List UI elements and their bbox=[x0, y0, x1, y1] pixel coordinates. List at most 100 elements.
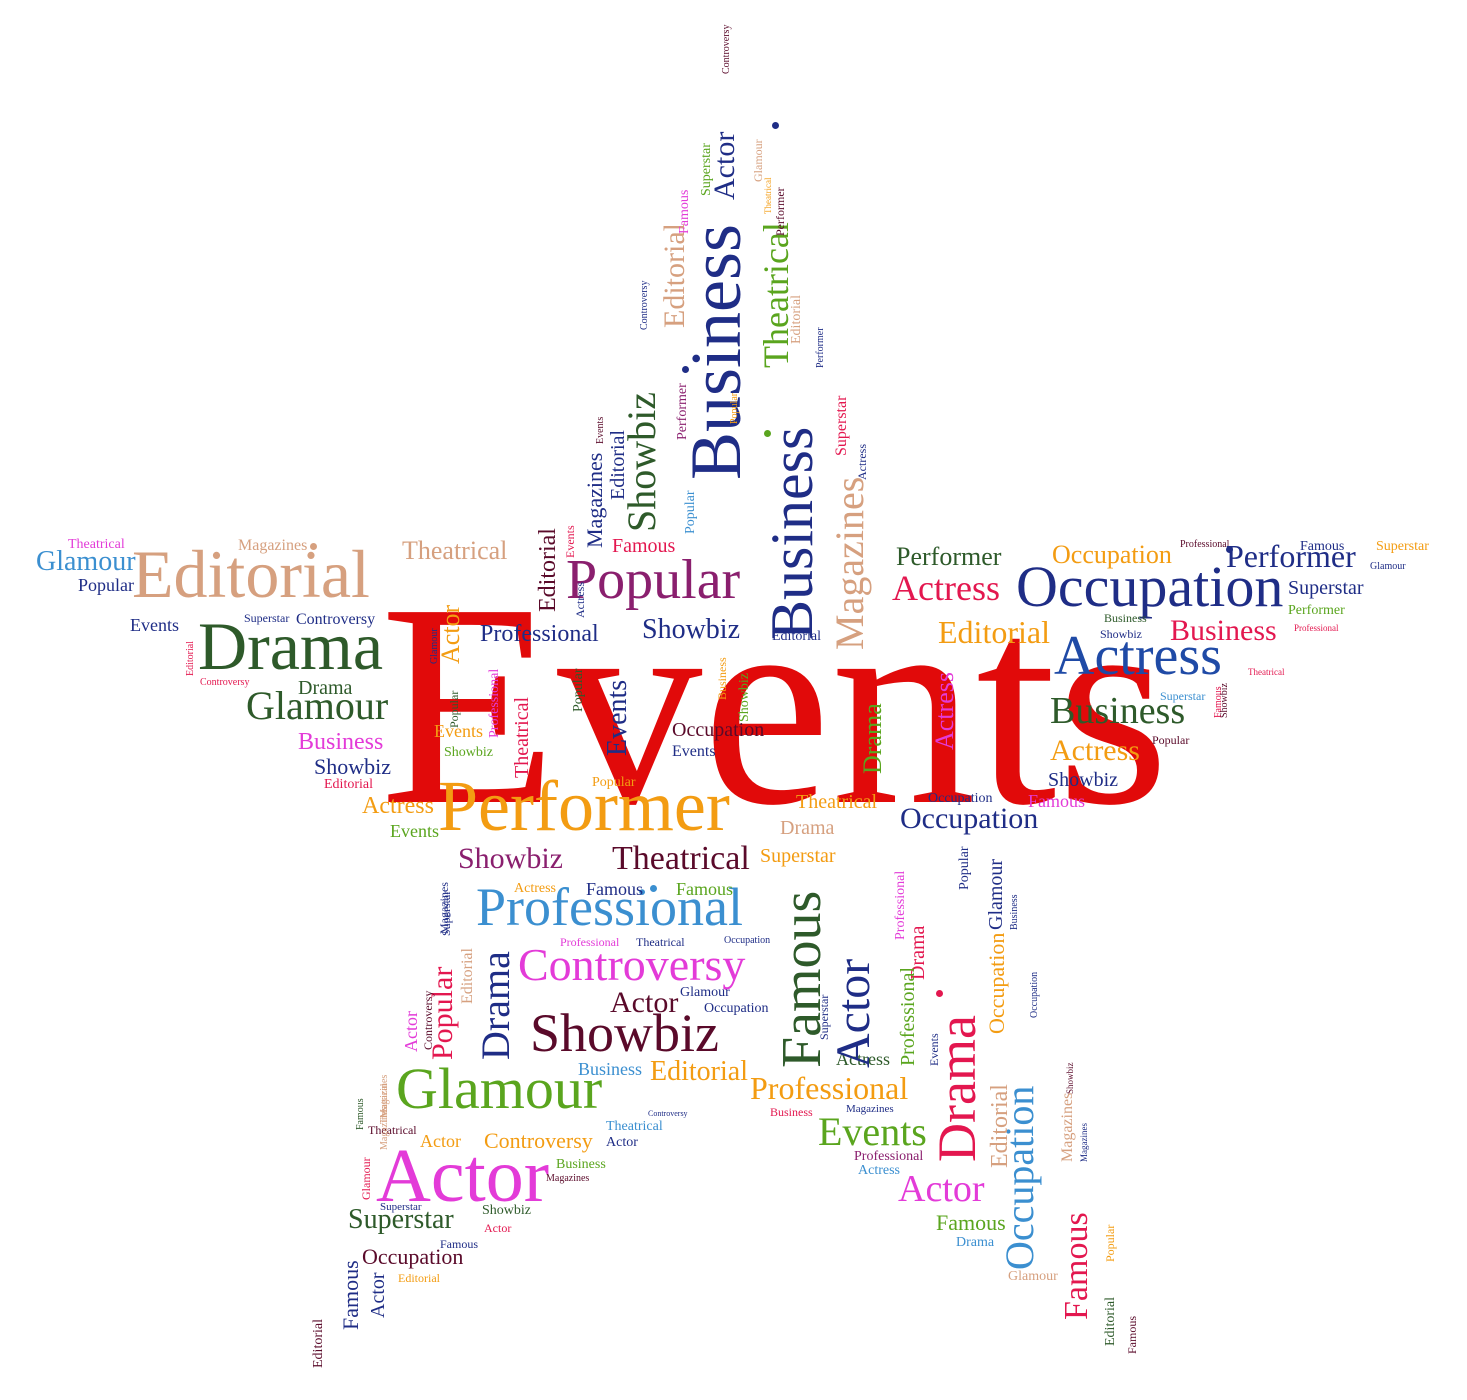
word-business-right-tiny: Business bbox=[1104, 611, 1147, 625]
word-drama-small: Drama bbox=[298, 677, 353, 699]
word-theatrical-vertical-top: Glamour bbox=[751, 139, 765, 182]
word-actor-lower-tiny: Actor bbox=[606, 1135, 638, 1150]
word-glamour-vertical-right: Drama bbox=[858, 703, 887, 774]
word-editorial-vertical-center: Editorial bbox=[185, 641, 196, 676]
word-professional-vertical: Professional bbox=[487, 668, 502, 738]
word-editorial-small: Editorial bbox=[324, 777, 373, 792]
word-editorial-right: Editorial bbox=[938, 614, 1050, 650]
word-events-vertical-left: Popular bbox=[683, 490, 698, 534]
word-business-center-small: Showbiz bbox=[444, 745, 493, 760]
word-showbiz-center: Showbiz bbox=[642, 614, 740, 645]
word-glamour-vertical-top: Controversy bbox=[721, 24, 732, 74]
word-performer-vertical-mid: Editorial bbox=[789, 295, 804, 344]
word-occupation-right-small: Occupation bbox=[928, 791, 993, 806]
word-theatrical-lower: Theatrical bbox=[612, 840, 750, 877]
word-magazines-vertical-lower-far-left: Magazines bbox=[379, 1106, 390, 1150]
word-editorial-vertical-top: Performer bbox=[773, 187, 787, 236]
word-superstar-lower-left: Superstar bbox=[348, 1204, 454, 1235]
word-theatrical-mid-right: Theatrical bbox=[796, 791, 878, 813]
word-business-lower: Business bbox=[578, 1059, 643, 1079]
word-popular-center-small: Famous bbox=[612, 535, 676, 557]
word-theatrical-small: Theatrical bbox=[636, 935, 685, 949]
word-actress-vertical-right: Business bbox=[715, 657, 729, 700]
word-showbiz-vertical-right: Popular bbox=[571, 668, 586, 712]
word-editorial-lower-tiny: Editorial bbox=[398, 1271, 440, 1285]
word-business-lower-tiny: Business bbox=[770, 1105, 813, 1119]
word-glamour-center: Occupation bbox=[672, 719, 765, 741]
word-events-vertical-lower: Editorial bbox=[987, 1084, 1013, 1168]
word-editorial-vertical-bottom-left: Editorial bbox=[311, 1319, 326, 1368]
word-occupation-vertical-left: Glamour bbox=[429, 628, 440, 664]
word-professional-right-tiny: Professional bbox=[1294, 623, 1339, 633]
word-glamour-mid: Glamour bbox=[246, 683, 389, 728]
word-glamour-vertical-lower: Magazines bbox=[1059, 1092, 1076, 1162]
word-superstar-vertical-top: Famous bbox=[677, 189, 692, 234]
word-superstar-right-small: Superstar bbox=[1160, 689, 1206, 703]
word-controversy-lower: Controversy bbox=[484, 1128, 593, 1153]
word-drama-mid-right: Drama bbox=[780, 817, 835, 839]
word-superstar-vertical-lower: Actor bbox=[827, 958, 880, 1068]
word-popular-vertical-lower: Occupation bbox=[984, 932, 1009, 1034]
word-actor-lower-tiny-2: Actor bbox=[484, 1221, 512, 1235]
word-glamour-vertical-lower-far-left: Glamour bbox=[359, 1157, 373, 1200]
word-actor-vertical-left: Actor bbox=[436, 604, 465, 664]
word-famous-lower-tiny: Famous bbox=[440, 1237, 479, 1251]
dot-4 bbox=[772, 122, 779, 129]
word-controversy-vertical-top: Superstar bbox=[699, 143, 714, 196]
word-controversy-large: Controversy bbox=[518, 939, 746, 990]
word-business-left: Business bbox=[298, 729, 384, 755]
word-showbiz-right-tiny: Showbiz bbox=[1100, 627, 1142, 641]
word-theatrical-lower-left: Theatrical bbox=[368, 1123, 417, 1137]
word-actor-lower-left: Actor bbox=[420, 1131, 461, 1151]
word-popular-left: Popular bbox=[78, 575, 134, 595]
word-controversy-left: Controversy bbox=[296, 611, 376, 628]
word-famous-vertical-lower: Famous bbox=[771, 890, 833, 1068]
word-professional-vertical-right-mid: Superstar bbox=[817, 994, 831, 1040]
word-glamour-lower-small: Glamour bbox=[680, 985, 730, 1000]
word-famous-vertical-lower-left: Famous bbox=[338, 1260, 363, 1330]
word-professional-lower-right: Professional bbox=[854, 1149, 924, 1164]
word-theatrical-left: Theatrical bbox=[68, 537, 125, 552]
word-drama-large: Drama bbox=[198, 608, 384, 684]
word-drama-lower-right: Drama bbox=[956, 1235, 995, 1250]
word-showbiz-lower-tiny: Showbiz bbox=[482, 1203, 531, 1218]
word-theatrical-mid: Theatrical bbox=[402, 536, 508, 565]
word-occupation-right-large: Occupation bbox=[1016, 554, 1284, 619]
word-occupation-vertical-lower-far: Magazines bbox=[1079, 1123, 1089, 1162]
word-occupation-vertical-far: Occupation bbox=[1029, 971, 1040, 1018]
word-performer-far-right: Performer bbox=[1226, 538, 1356, 574]
word-popular-vertical-mid: Performer bbox=[815, 327, 826, 368]
word-occupation-lower-left: Occupation bbox=[362, 1244, 464, 1269]
word-showbiz-left: Showbiz bbox=[314, 754, 391, 779]
word-superstar-lower-tiny: Superstar bbox=[380, 1201, 422, 1213]
word-superstar-right: Superstar bbox=[1288, 577, 1364, 599]
word-actor-lower: Actor bbox=[610, 986, 679, 1019]
word-occupation-vertical-lower: Glamour bbox=[985, 858, 1007, 930]
word-magazines-vertical-bottom: Editorial bbox=[1103, 1297, 1118, 1346]
word-glamour-lower-right: Glamour bbox=[1008, 1269, 1058, 1284]
word-professional-lower: Professional bbox=[750, 1070, 909, 1106]
word-drama-vertical-lower-left: Drama bbox=[473, 951, 518, 1060]
word-magazines-vertical-right: Superstar bbox=[833, 395, 850, 456]
word-famous-right: Famous bbox=[1028, 791, 1086, 811]
word-superstar-vertical-right: Actress bbox=[855, 444, 869, 480]
word-actor-vertical-top: Editorial bbox=[658, 223, 691, 328]
word-actress-right: Actress bbox=[892, 568, 1000, 608]
word-popular-vertical-center: Popular bbox=[447, 690, 461, 728]
word-editorial-vertical-lower-left: Editorial bbox=[459, 948, 476, 1004]
word-superstar-far-right: Superstar bbox=[1376, 539, 1429, 554]
dot-1 bbox=[310, 543, 317, 550]
word-performer-vertical-left: Controversy bbox=[639, 280, 650, 330]
word-popular-vertical-left-small: Actress bbox=[573, 582, 587, 618]
word-superstar-left: Superstar bbox=[244, 611, 290, 625]
word-editorial-vertical-lower: Business bbox=[1009, 894, 1020, 930]
word-famous-vertical-small: Events bbox=[595, 416, 606, 444]
dot-3 bbox=[764, 430, 771, 437]
word-controversy-vertical-mid: Popular bbox=[729, 392, 740, 424]
word-professional-center: Professional bbox=[480, 621, 599, 647]
word-professional-vertical-right-green: Professional bbox=[893, 870, 908, 940]
word-business-lower-left: Business bbox=[556, 1157, 606, 1172]
word-controversy-left-small: Controversy bbox=[200, 677, 250, 688]
word-showbiz-right: Showbiz bbox=[1048, 769, 1118, 791]
